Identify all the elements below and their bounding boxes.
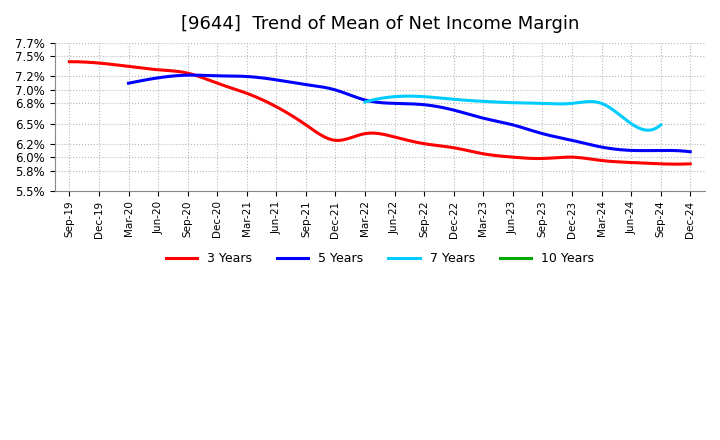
Title: [9644]  Trend of Mean of Net Income Margin: [9644] Trend of Mean of Net Income Margi… <box>181 15 579 33</box>
Legend: 3 Years, 5 Years, 7 Years, 10 Years: 3 Years, 5 Years, 7 Years, 10 Years <box>161 247 599 270</box>
